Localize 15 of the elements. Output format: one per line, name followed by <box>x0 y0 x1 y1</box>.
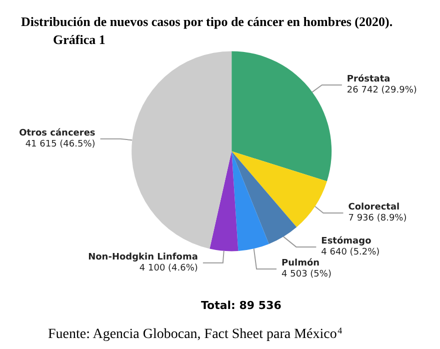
chart-subtitle: Gráfica 1 <box>53 32 106 47</box>
data-label: 7 936 (8.9%) <box>348 213 407 224</box>
slice-label: Estómago <box>321 235 372 246</box>
slice-label: Non-Hodgkin Linfoma <box>88 252 198 262</box>
data-label: 4 503 (5%) <box>282 269 332 280</box>
slice-label: Colorectal <box>348 202 400 212</box>
data-label: 26 742 (29.9%) <box>346 85 417 96</box>
chart-title: Distribución de nuevos casos por tipo de cáncer en hombres (2020). <box>21 14 393 29</box>
slice-label: Pulmón <box>282 257 320 268</box>
slice-label: Próstata <box>346 73 390 84</box>
data-label: 41 615 (46.5%) <box>25 139 96 150</box>
data-label: 4 100 (4.6%) <box>139 263 198 274</box>
data-label: 4 640 (5.2%) <box>321 247 380 258</box>
text: Total: 89 536 <box>201 299 282 312</box>
slice-label: Otros cánceres <box>19 127 96 138</box>
